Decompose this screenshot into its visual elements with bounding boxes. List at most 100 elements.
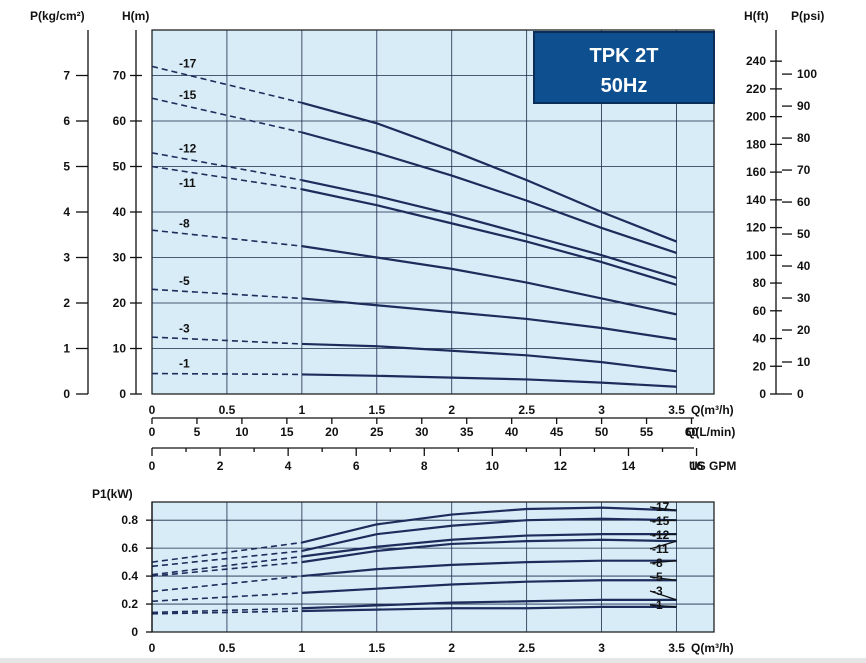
power-curve-extrapolated bbox=[151, 541, 302, 563]
head-m-tick-label: 60 bbox=[113, 114, 127, 128]
flow-m3h-tick-label: 1 bbox=[299, 403, 306, 417]
power-axes: 0 0.2 0.4 0.6 0.8 0 0.5 1 1.5 2 2.5 3 3.5 bbox=[121, 502, 685, 655]
head-ft-tick-label: 160 bbox=[746, 165, 766, 179]
power-curve-extrapolated bbox=[151, 555, 302, 576]
flow-m3h-tick-label: 2 bbox=[448, 403, 455, 417]
pressure-psi-tick-label: 20 bbox=[797, 323, 811, 337]
power-flow-tick-label: 2.5 bbox=[518, 641, 535, 655]
pressure-psi-tick-label: 10 bbox=[797, 355, 811, 369]
power-curve bbox=[301, 579, 677, 594]
head-ft-tick-label: 200 bbox=[746, 110, 766, 124]
flow-lmin-tick-label: 40 bbox=[505, 425, 519, 439]
head-ft-tick-label: 60 bbox=[753, 304, 767, 318]
power-curve-label: -17 bbox=[652, 500, 670, 514]
pressure-psi-tick-label: 60 bbox=[797, 195, 811, 209]
power-curve-label: -5 bbox=[652, 570, 663, 584]
power-curve-leader bbox=[649, 604, 677, 608]
power-tick-label: 0.2 bbox=[121, 597, 138, 611]
flow-m3h-tick-label: 2.5 bbox=[518, 403, 535, 417]
power-flow-tick-label: 3.5 bbox=[668, 641, 685, 655]
flow-gpm-tick-label: 10 bbox=[486, 459, 500, 473]
flow-m3h-tick-label: 1.5 bbox=[368, 403, 385, 417]
flow-lmin-axis-title: Q(L/min) bbox=[686, 425, 735, 439]
flow-gpm-tick-label: 4 bbox=[285, 459, 292, 473]
head-ft-axis-title: H(ft) bbox=[744, 9, 769, 23]
head-curve bbox=[301, 297, 677, 341]
bottom-divider bbox=[0, 658, 866, 663]
head-curve-label: -1 bbox=[179, 357, 190, 371]
head-ft-tick-label: 220 bbox=[746, 82, 766, 96]
power-flow-tick-label: 1.5 bbox=[368, 641, 385, 655]
head-curve-extrapolated bbox=[151, 97, 303, 134]
head-m-axis-title: H(m) bbox=[122, 9, 149, 23]
power-curve bbox=[301, 559, 677, 578]
power-curve bbox=[301, 598, 677, 610]
pressure-kgcm2-tick-label: 1 bbox=[63, 342, 70, 356]
flow-lmin-tick-label: 0 bbox=[149, 425, 156, 439]
flow-m3h-tick-label: 0.5 bbox=[219, 403, 236, 417]
pressure-psi-tick-label: 50 bbox=[797, 227, 811, 241]
model-title: TPK 2T bbox=[590, 45, 659, 67]
flow-lmin-tick-label: 15 bbox=[280, 425, 294, 439]
pressure-psi-tick-label: 100 bbox=[797, 67, 817, 81]
head-m-tick-label: 40 bbox=[113, 205, 127, 219]
power-curve-extrapolated bbox=[151, 550, 302, 568]
flow-lmin-tick-label: 30 bbox=[415, 425, 429, 439]
head-curve-label: -12 bbox=[179, 141, 197, 155]
power-curve-leader bbox=[649, 560, 677, 564]
flow-gpm-tick-label: 6 bbox=[353, 459, 360, 473]
head-curve-extrapolated bbox=[151, 152, 303, 181]
pressure-psi-tick-label: 0 bbox=[797, 387, 804, 401]
power-curve-leader bbox=[649, 590, 677, 601]
head-m-tick-label: 50 bbox=[113, 160, 127, 174]
flow-lmin-tick-label: 55 bbox=[640, 425, 654, 439]
power-curve-label: -15 bbox=[652, 514, 670, 528]
flow-m3h-tick-label: 3.5 bbox=[668, 403, 685, 417]
head-curve bbox=[301, 179, 677, 280]
flow-gpm-tick-label: 16 bbox=[690, 459, 704, 473]
head-m-tick-label: 0 bbox=[119, 387, 126, 401]
head-curve bbox=[301, 188, 677, 286]
pressure-kgcm2-tick-label: 3 bbox=[63, 251, 70, 265]
pressure-psi-tick-label: 40 bbox=[797, 259, 811, 273]
head-ft-tick-label: 240 bbox=[746, 54, 766, 68]
head-ft-tick-label: 100 bbox=[746, 248, 766, 262]
power-tick-label: 0.6 bbox=[121, 541, 138, 555]
pressure-psi-axis-title: P(psi) bbox=[791, 9, 824, 23]
power-curves: -17-15-12-11-8-5-3-1 bbox=[151, 500, 677, 615]
pressure-psi-tick-label: 80 bbox=[797, 131, 811, 145]
power-curve bbox=[301, 538, 677, 564]
power-curve-label: -11 bbox=[652, 542, 669, 556]
power-curve-leader bbox=[649, 506, 677, 512]
power-curve-label: -1 bbox=[652, 598, 663, 612]
flow-lmin-tick-label: 50 bbox=[595, 425, 609, 439]
head-curve-label: -17 bbox=[179, 57, 197, 71]
power-curve-leader bbox=[649, 533, 677, 536]
power-curve-extrapolated bbox=[151, 592, 302, 603]
power-curve bbox=[301, 605, 677, 613]
power-curve-extrapolated bbox=[151, 610, 302, 615]
pressure-psi-tick-label: 90 bbox=[797, 99, 811, 113]
head-curve-label: -3 bbox=[179, 321, 190, 335]
pressure-kgcm2-tick-label: 5 bbox=[63, 160, 70, 174]
power-flow-tick-label: 0 bbox=[149, 641, 156, 655]
head-grid bbox=[152, 30, 714, 394]
head-ft-tick-label: 180 bbox=[746, 137, 766, 151]
head-ft-tick-label: 20 bbox=[753, 359, 767, 373]
pressure-kgcm2-tick-label: 2 bbox=[63, 296, 70, 310]
head-curve-label: -5 bbox=[179, 274, 190, 288]
power-flow-tick-label: 1 bbox=[299, 641, 306, 655]
head-curve-label: -11 bbox=[179, 176, 196, 190]
flow-lmin-tick-label: 45 bbox=[550, 425, 564, 439]
power-flow-axis-title: Q(m³/h) bbox=[691, 641, 734, 655]
head-curve-label: -15 bbox=[179, 88, 197, 102]
head-curve-extrapolated bbox=[151, 336, 302, 345]
power-curve bbox=[301, 506, 677, 544]
head-curve-label: -8 bbox=[179, 216, 190, 230]
power-flow-tick-label: 0.5 bbox=[219, 641, 236, 655]
power-curve-extrapolated bbox=[151, 575, 302, 593]
flow-m3h-tick-label: 0 bbox=[149, 403, 156, 417]
power-flow-tick-label: 2 bbox=[448, 641, 455, 655]
head-curve-extrapolated bbox=[151, 65, 303, 104]
